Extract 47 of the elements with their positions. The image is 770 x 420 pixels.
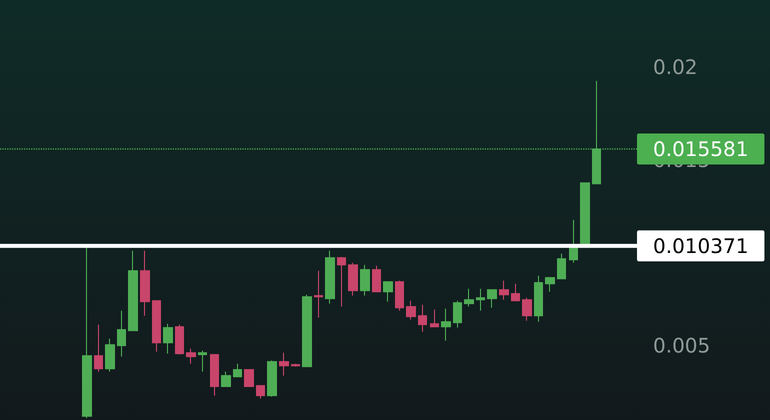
- candlestick: [557, 253, 566, 280]
- candlestick: [545, 277, 555, 292]
- candlestick: [406, 300, 416, 320]
- y-tick-label: 0.02: [653, 54, 698, 79]
- candlestick: [105, 338, 115, 372]
- candlestick: [580, 182, 590, 246]
- candlestick: [360, 264, 370, 296]
- candlestick: [337, 256, 346, 308]
- candlestick: [267, 360, 277, 398]
- candlestick: [279, 352, 289, 376]
- candlestick: [372, 265, 381, 292]
- candlestick: [291, 363, 300, 368]
- candlestick: [186, 348, 196, 364]
- candlestick: [395, 280, 404, 312]
- candlestick: [210, 354, 219, 396]
- candlestick: [82, 245, 92, 419]
- candlestick: [499, 280, 509, 300]
- ref-line-label: 0.010371: [653, 234, 748, 258]
- candlestick: [244, 369, 254, 388]
- candlestick: [418, 304, 427, 332]
- candlestick: [430, 309, 439, 328]
- candlestick: [348, 262, 358, 296]
- candlestick: [198, 350, 207, 372]
- y-tick-label: 0.005: [653, 334, 710, 358]
- candlestick: [534, 275, 543, 322]
- candlestick: [511, 283, 520, 302]
- candlestick: [464, 288, 474, 308]
- candlestick: [140, 250, 150, 316]
- candlestick: [221, 371, 231, 388]
- candlestick: [175, 324, 184, 356]
- ref-line-label: 0.015581: [653, 137, 748, 162]
- candlestick: [117, 310, 126, 358]
- candlestick: [441, 308, 451, 342]
- candlestick: [383, 281, 393, 302]
- candlestick: [152, 300, 161, 352]
- candlestick: [233, 363, 242, 378]
- candlestick: [476, 288, 485, 312]
- candlestick: [314, 270, 323, 318]
- candlestick: [325, 250, 335, 304]
- candlestick: [256, 385, 265, 400]
- candlestick: [163, 323, 173, 354]
- candlestick: [487, 289, 497, 308]
- candlestick: [302, 294, 312, 368]
- candlestick: [522, 297, 532, 322]
- candlestick: [128, 250, 138, 332]
- candlestick: [453, 300, 462, 328]
- candlestick: [94, 324, 103, 372]
